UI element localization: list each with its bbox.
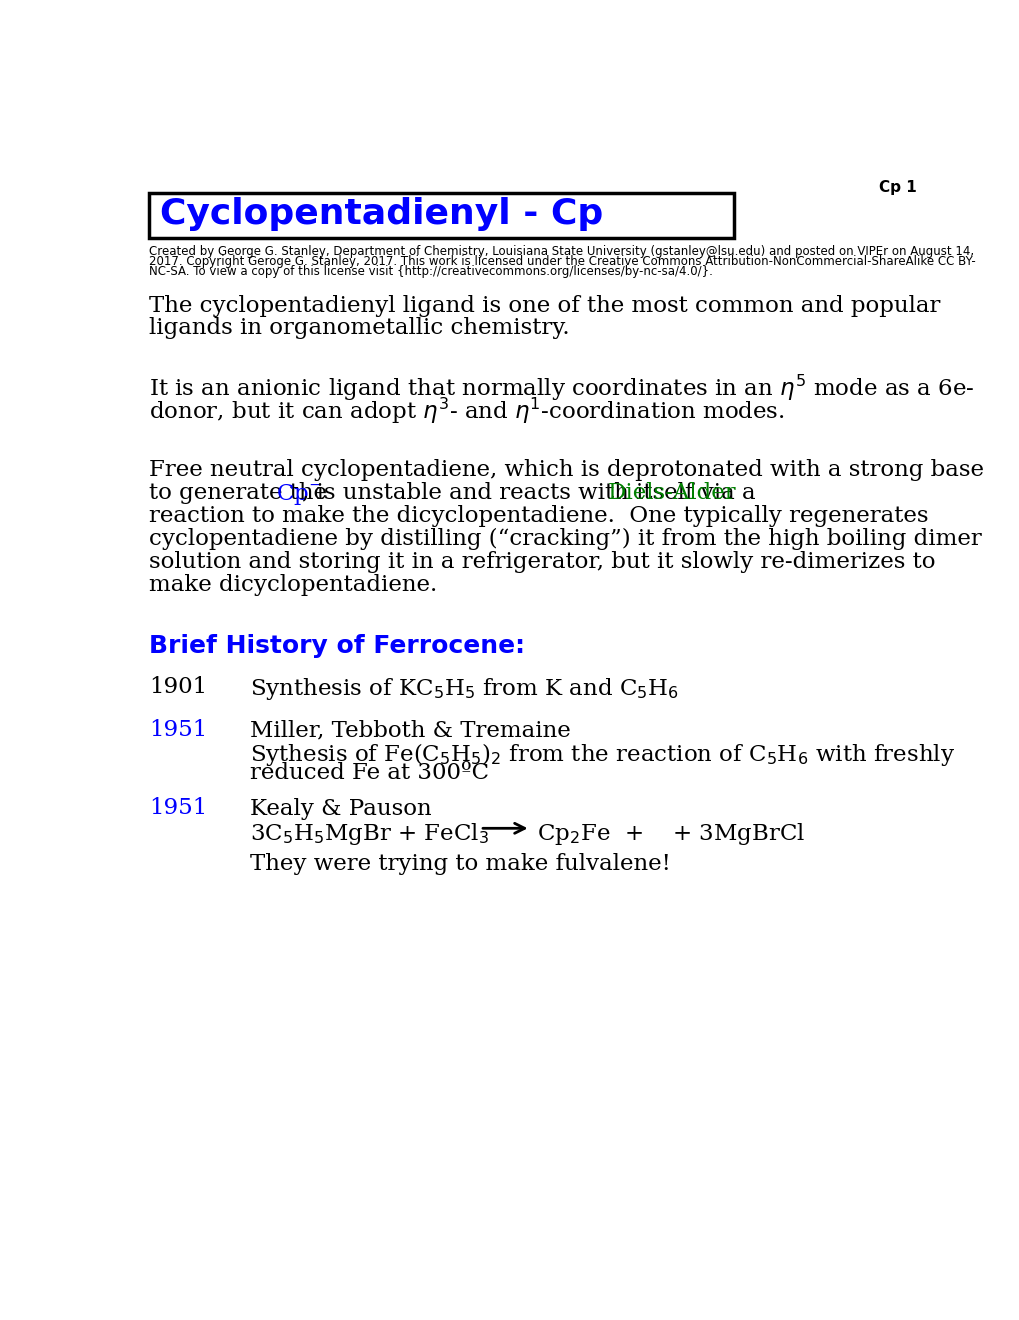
Text: Free neutral cyclopentadiene, which is deprotonated with a strong base: Free neutral cyclopentadiene, which is d… [149,459,983,480]
Text: 3C$_{5}$H$_{5}$MgBr + FeCl$_{3}$: 3C$_{5}$H$_{5}$MgBr + FeCl$_{3}$ [250,821,488,846]
Text: Brief History of Ferrocene:: Brief History of Ferrocene: [149,635,525,659]
Text: Cp 1: Cp 1 [878,180,916,195]
Text: Miller, Tebboth & Tremaine: Miller, Tebboth & Tremaine [250,719,571,741]
Text: to generate the: to generate the [149,482,334,504]
Text: 1951: 1951 [149,719,207,741]
Text: Cp$^{-}$: Cp$^{-}$ [276,482,322,507]
Text: The cyclopentadienyl ligand is one of the most common and popular: The cyclopentadienyl ligand is one of th… [149,296,940,318]
Text: They were trying to make fulvalene!: They were trying to make fulvalene! [250,853,671,875]
Text: reduced Fe at 300ºC: reduced Fe at 300ºC [250,762,488,784]
Text: 1951: 1951 [149,797,207,820]
Text: Sythesis of Fe(C$_{5}$H$_{5}$)$_{2}$ from the reaction of C$_{5}$H$_{6}$ with fr: Sythesis of Fe(C$_{5}$H$_{5}$)$_{2}$ fro… [250,741,954,767]
Text: reaction to make the dicyclopentadiene.  One typically regenerates: reaction to make the dicyclopentadiene. … [149,506,927,527]
Text: It is an anionic ligand that normally coordinates in an $\eta^{5}$ mode as a 6e-: It is an anionic ligand that normally co… [149,372,974,403]
Text: 2017. Copyright Geroge G. Stanley, 2017. This work is licensed under the Creativ: 2017. Copyright Geroge G. Stanley, 2017.… [149,255,975,268]
Text: NC-SA. To view a copy of this license visit {http://creativecommons.org/licenses: NC-SA. To view a copy of this license vi… [149,264,712,277]
Text: solution and storing it in a refrigerator, but it slowly re-dimerizes to: solution and storing it in a refrigerato… [149,552,934,573]
Text: , is unstable and reacts with itself via a: , is unstable and reacts with itself via… [302,482,762,504]
Text: make dicyclopentadiene.: make dicyclopentadiene. [149,574,437,597]
Text: Created by George G. Stanley, Department of Chemistry, Louisiana State Universit: Created by George G. Stanley, Department… [149,244,973,257]
Text: 1901: 1901 [149,676,207,698]
Text: ligands in organometallic chemistry.: ligands in organometallic chemistry. [149,317,570,339]
Text: Kealy & Pauson: Kealy & Pauson [250,797,431,820]
Text: Cyclopentadienyl - Cp: Cyclopentadienyl - Cp [160,197,602,231]
Text: Cp$_{2}$Fe  +    + 3MgBrCl: Cp$_{2}$Fe + + 3MgBrCl [536,821,804,846]
Text: Synthesis of KC$_{5}$H$_{5}$ from K and C$_{5}$H$_{6}$: Synthesis of KC$_{5}$H$_{5}$ from K and … [250,676,679,702]
FancyBboxPatch shape [149,193,734,238]
Text: Diels-Alder: Diels-Alder [607,482,736,504]
Text: cyclopentadiene by distilling (“cracking”) it from the high boiling dimer: cyclopentadiene by distilling (“cracking… [149,528,981,550]
Text: donor, but it can adopt $\eta^{3}$- and $\eta^{1}$-coordination modes.: donor, but it can adopt $\eta^{3}$- and … [149,396,785,426]
